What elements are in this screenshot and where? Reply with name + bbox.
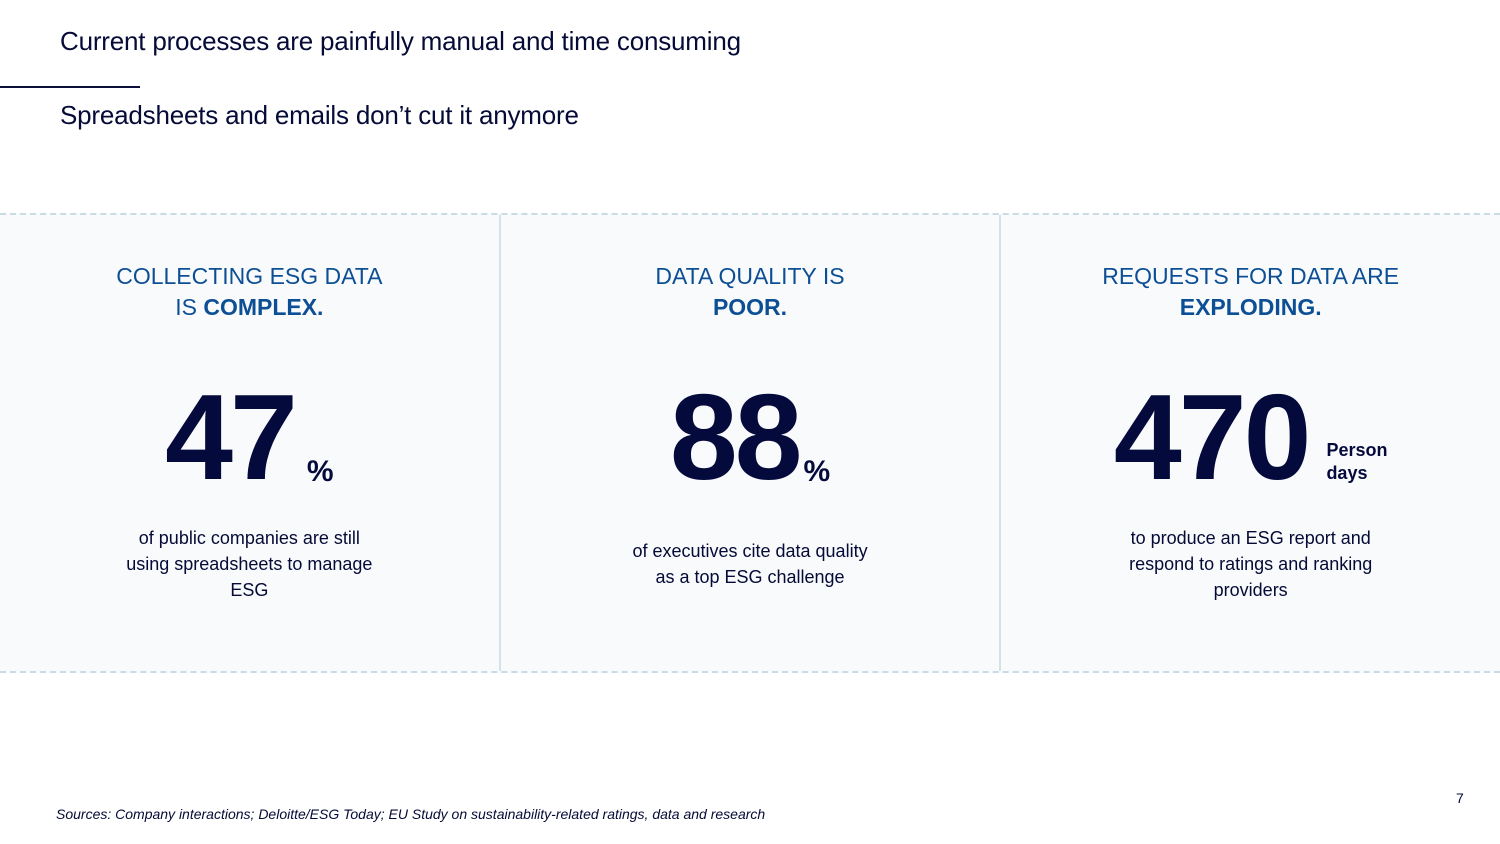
stat-figure: 470 Person days [1001, 369, 1500, 505]
stat-heading: DATA QUALITY IS POOR. [501, 261, 1000, 323]
stat-card-poor: DATA QUALITY IS POOR. 88 % of executives… [498, 215, 1000, 671]
stat-description: of public companies are still using spre… [126, 528, 373, 600]
stat-unit: Person days [1326, 440, 1388, 483]
stat-unit: % [306, 455, 334, 488]
stat-heading-line1: DATA QUALITY IS [655, 263, 845, 289]
stat-value: 88 [669, 369, 803, 505]
sources-note: Sources: Company interactions; Deloitte/… [56, 806, 766, 822]
stat-heading-prefix: IS [175, 294, 204, 320]
slide-subtitle: Spreadsheets and emails don’t cut it any… [60, 100, 579, 130]
title-rule [0, 86, 140, 88]
stat-figure-row: 88 % [669, 369, 831, 505]
stat-card-complex: COLLECTING ESG DATA IS COMPLEX. 47 % of … [0, 215, 499, 671]
stats-panel: COLLECTING ESG DATA IS COMPLEX. 47 % of … [0, 213, 1500, 673]
stat-heading-line1: COLLECTING ESG DATA [116, 263, 383, 289]
stat-heading-emphasis: EXPLODING. [1179, 294, 1322, 320]
stat-description: to produce an ESG report and respond to … [1129, 528, 1373, 600]
stat-heading-emphasis: COMPLEX. [203, 294, 324, 320]
page-number: 7 [1456, 790, 1464, 806]
stat-figure: 47 % [0, 369, 499, 505]
stat-unit: % [803, 455, 831, 488]
stat-heading-emphasis: POOR. [712, 294, 788, 320]
stat-value: 470 [1113, 369, 1312, 505]
stat-card-exploding: REQUESTS FOR DATA ARE EXPLODING. 470 Per… [999, 215, 1500, 671]
stat-heading-line1: REQUESTS FOR DATA ARE [1102, 263, 1400, 289]
stat-heading: REQUESTS FOR DATA ARE EXPLODING. [1001, 261, 1500, 323]
stat-description: of executives cite data quality as a top… [632, 541, 868, 587]
stat-figure: 88 % [501, 369, 1000, 505]
slide-title: Current processes are painfully manual a… [60, 26, 741, 56]
stat-value: 47 [165, 369, 298, 505]
stat-figure-row: 470 Person days [1113, 369, 1388, 505]
stat-figure-row: 47 % [165, 369, 334, 505]
stat-heading: COLLECTING ESG DATA IS COMPLEX. [0, 261, 499, 323]
